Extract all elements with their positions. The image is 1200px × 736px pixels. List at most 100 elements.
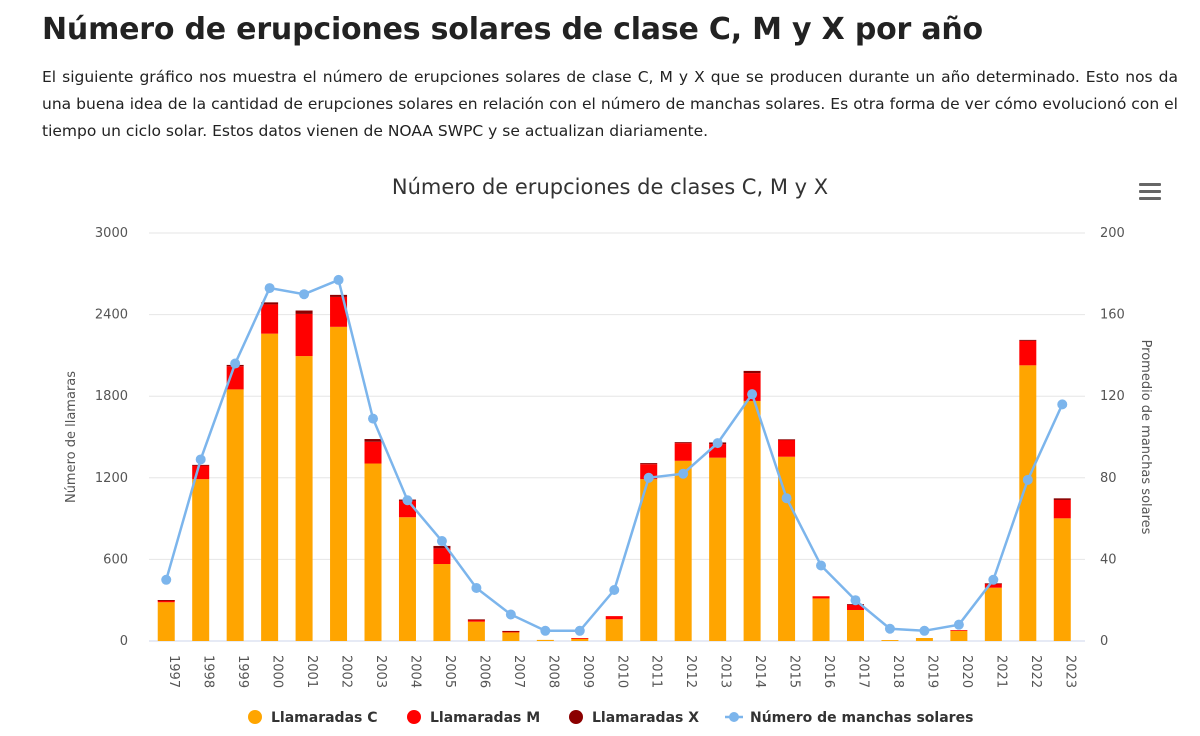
legend-item[interactable]: Llamaradas X <box>569 710 699 726</box>
legend-label: Llamaradas X <box>592 710 699 726</box>
bar-llamaradas-m <box>1019 340 1037 366</box>
x-tick-label: 2001 <box>304 655 319 688</box>
x-tick-label: 2004 <box>407 655 422 688</box>
sunspot-point <box>609 585 620 595</box>
y-tick-label: 3000 <box>95 226 128 241</box>
y-tick-label: 0 <box>120 634 128 649</box>
bar-llamaradas-m <box>984 583 1002 588</box>
sunspot-point <box>299 289 310 300</box>
bar-llamaradas-c <box>1019 365 1037 641</box>
sunspot-point <box>505 609 516 620</box>
bar-llamaradas-x <box>1053 498 1071 500</box>
legend-marker <box>407 710 421 724</box>
x-tick-label: 2022 <box>1028 655 1043 688</box>
x-tick-label: 2012 <box>683 655 698 688</box>
bar-llamaradas-c <box>364 463 382 641</box>
bar-llamaradas-m <box>778 439 796 457</box>
legend-item[interactable]: Número de manchas solares <box>725 710 973 726</box>
x-tick-label: 2013 <box>718 655 733 688</box>
legend-item[interactable]: Llamaradas C <box>248 710 378 726</box>
x-tick-label: 2015 <box>787 655 802 688</box>
bar-llamaradas-m <box>330 296 348 327</box>
x-tick-label: 2006 <box>476 655 491 688</box>
y2-tick-label: 0 <box>1100 634 1108 649</box>
x-tick-label: 2020 <box>959 655 974 688</box>
legend-item[interactable]: Llamaradas M <box>407 710 540 726</box>
bar-llamaradas-x <box>157 600 175 601</box>
sunspot-point <box>540 625 551 636</box>
sunspot-point <box>471 582 482 593</box>
x-tick-label: 2011 <box>649 655 664 688</box>
legend-marker <box>729 712 739 722</box>
legend-marker <box>569 710 583 724</box>
bar-llamaradas-m <box>502 631 520 633</box>
y2-tick-label: 120 <box>1100 389 1125 404</box>
bar-llamaradas-c <box>571 638 589 641</box>
sunspot-point <box>678 468 689 479</box>
y2-tick-label: 80 <box>1100 471 1117 486</box>
bar-llamaradas-m <box>433 548 451 565</box>
x-tick-label: 2019 <box>924 655 939 688</box>
bar-llamaradas-x <box>778 439 796 441</box>
sunspot-point <box>919 625 930 636</box>
sunspot-point <box>368 413 379 424</box>
bar-llamaradas-x <box>743 370 761 374</box>
page-title: Número de erupciones solares de clase C,… <box>42 12 983 47</box>
bar-llamaradas-c <box>1053 518 1071 641</box>
hamburger-menu-icon[interactable] <box>1139 183 1161 200</box>
sunspot-point <box>850 595 861 606</box>
y2-tick-label: 160 <box>1100 308 1125 323</box>
sunspot-point <box>574 625 585 636</box>
x-tick-label: 2005 <box>442 655 457 688</box>
bar-llamaradas-m <box>364 441 382 464</box>
y2-tick-label: 40 <box>1100 552 1117 567</box>
bar-llamaradas-x <box>364 439 382 442</box>
bar-llamaradas-c <box>433 564 451 641</box>
bar-llamaradas-x <box>192 464 210 466</box>
bar-llamaradas-m <box>846 604 864 610</box>
sunspot-point <box>1022 474 1033 485</box>
x-tick-label: 2021 <box>993 655 1008 688</box>
bar-llamaradas-c <box>709 457 727 641</box>
x-tick-label: 1998 <box>201 655 216 688</box>
bar-llamaradas-c <box>261 333 279 641</box>
bar-llamaradas-m <box>1053 499 1071 519</box>
sunspot-point <box>953 619 964 630</box>
bar-llamaradas-c <box>295 356 313 641</box>
bar-llamaradas-x <box>502 630 520 632</box>
bar-llamaradas-c <box>640 479 658 641</box>
y-tick-label: 1800 <box>95 389 128 404</box>
sunspot-point <box>747 389 758 400</box>
bar-llamaradas-c <box>674 460 692 641</box>
bar-llamaradas-x <box>261 302 279 305</box>
bar-llamaradas-c <box>330 326 348 641</box>
x-tick-label: 2017 <box>855 655 870 688</box>
bar-llamaradas-c <box>984 587 1002 641</box>
bar-llamaradas-c <box>846 609 864 641</box>
x-tick-label: 2010 <box>614 655 629 688</box>
bar-llamaradas-x <box>640 463 658 465</box>
bar-llamaradas-c <box>605 619 623 641</box>
y2-tick-label: 200 <box>1100 226 1125 241</box>
x-tick-label: 2018 <box>890 655 905 688</box>
y-tick-label: 1200 <box>95 471 128 486</box>
sunspot-point <box>884 623 895 634</box>
bar-llamaradas-c <box>812 598 830 641</box>
x-tick-label: 1997 <box>166 655 181 688</box>
legend-label: Llamaradas M <box>430 710 540 726</box>
bar-llamaradas-x <box>467 619 485 621</box>
x-tick-label: 2023 <box>1062 655 1077 688</box>
chart-title: Número de erupciones de clases C, M y X <box>392 175 828 199</box>
bar-llamaradas-m <box>950 630 968 631</box>
bar-llamaradas-c <box>536 639 554 641</box>
sunspot-point <box>816 560 827 571</box>
x-tick-label: 2002 <box>339 655 354 688</box>
x-tick-label: 2000 <box>270 655 285 688</box>
bar-llamaradas-x <box>295 310 313 314</box>
legend-marker <box>248 710 262 724</box>
sunspot-point <box>712 438 723 449</box>
legend-label: Llamaradas C <box>271 710 378 726</box>
bar-llamaradas-c <box>398 517 416 641</box>
sunspot-point <box>436 536 447 547</box>
sunspot-point <box>195 454 206 465</box>
